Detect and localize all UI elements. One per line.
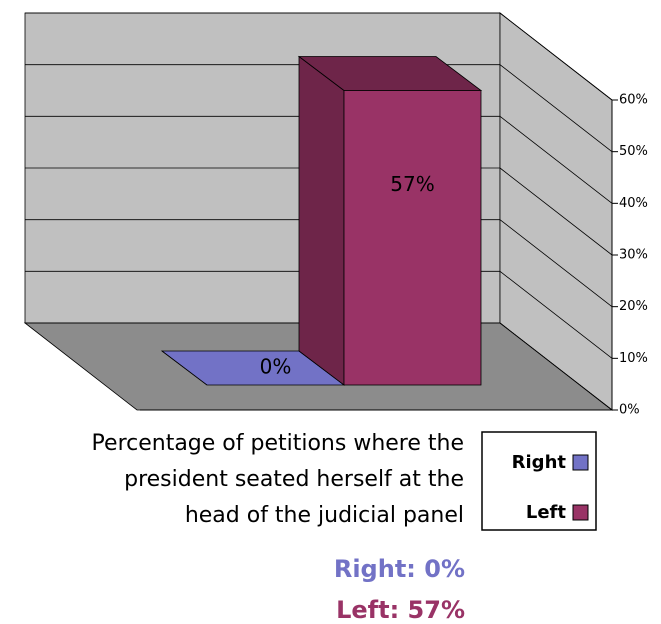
grid-line bbox=[499, 219, 613, 307]
y-tick-label: 40% bbox=[619, 196, 648, 211]
bar bbox=[343, 90, 482, 386]
legend-swatch bbox=[572, 504, 589, 521]
grid-line bbox=[499, 64, 613, 152]
y-tick-label: 30% bbox=[619, 248, 648, 263]
data-label: 0% bbox=[260, 355, 292, 379]
annotation: Right: 0% bbox=[334, 555, 465, 583]
y-tick-label: 20% bbox=[619, 299, 648, 314]
y-tick-label: 10% bbox=[619, 351, 648, 366]
legend-swatch bbox=[572, 454, 589, 471]
annotation: Left: 57% bbox=[336, 596, 465, 624]
legend-label: Left bbox=[526, 502, 567, 523]
grid-line bbox=[499, 12, 613, 101]
bar-side bbox=[298, 55, 345, 386]
y-tick-label: 60% bbox=[619, 93, 648, 108]
caption: head of the judicial panel bbox=[185, 503, 464, 528]
y-tick-label: 0% bbox=[619, 403, 640, 418]
caption: Percentage of petitions where the bbox=[92, 431, 464, 456]
y-tick-label: 50% bbox=[619, 144, 648, 159]
legend-label: Right bbox=[512, 452, 567, 473]
grid-line bbox=[499, 167, 613, 256]
grid-line bbox=[499, 116, 613, 204]
grid-line bbox=[499, 271, 613, 359]
caption: president seated herself at the bbox=[124, 467, 464, 492]
data-label: 57% bbox=[390, 172, 434, 196]
grid-line bbox=[499, 322, 613, 411]
